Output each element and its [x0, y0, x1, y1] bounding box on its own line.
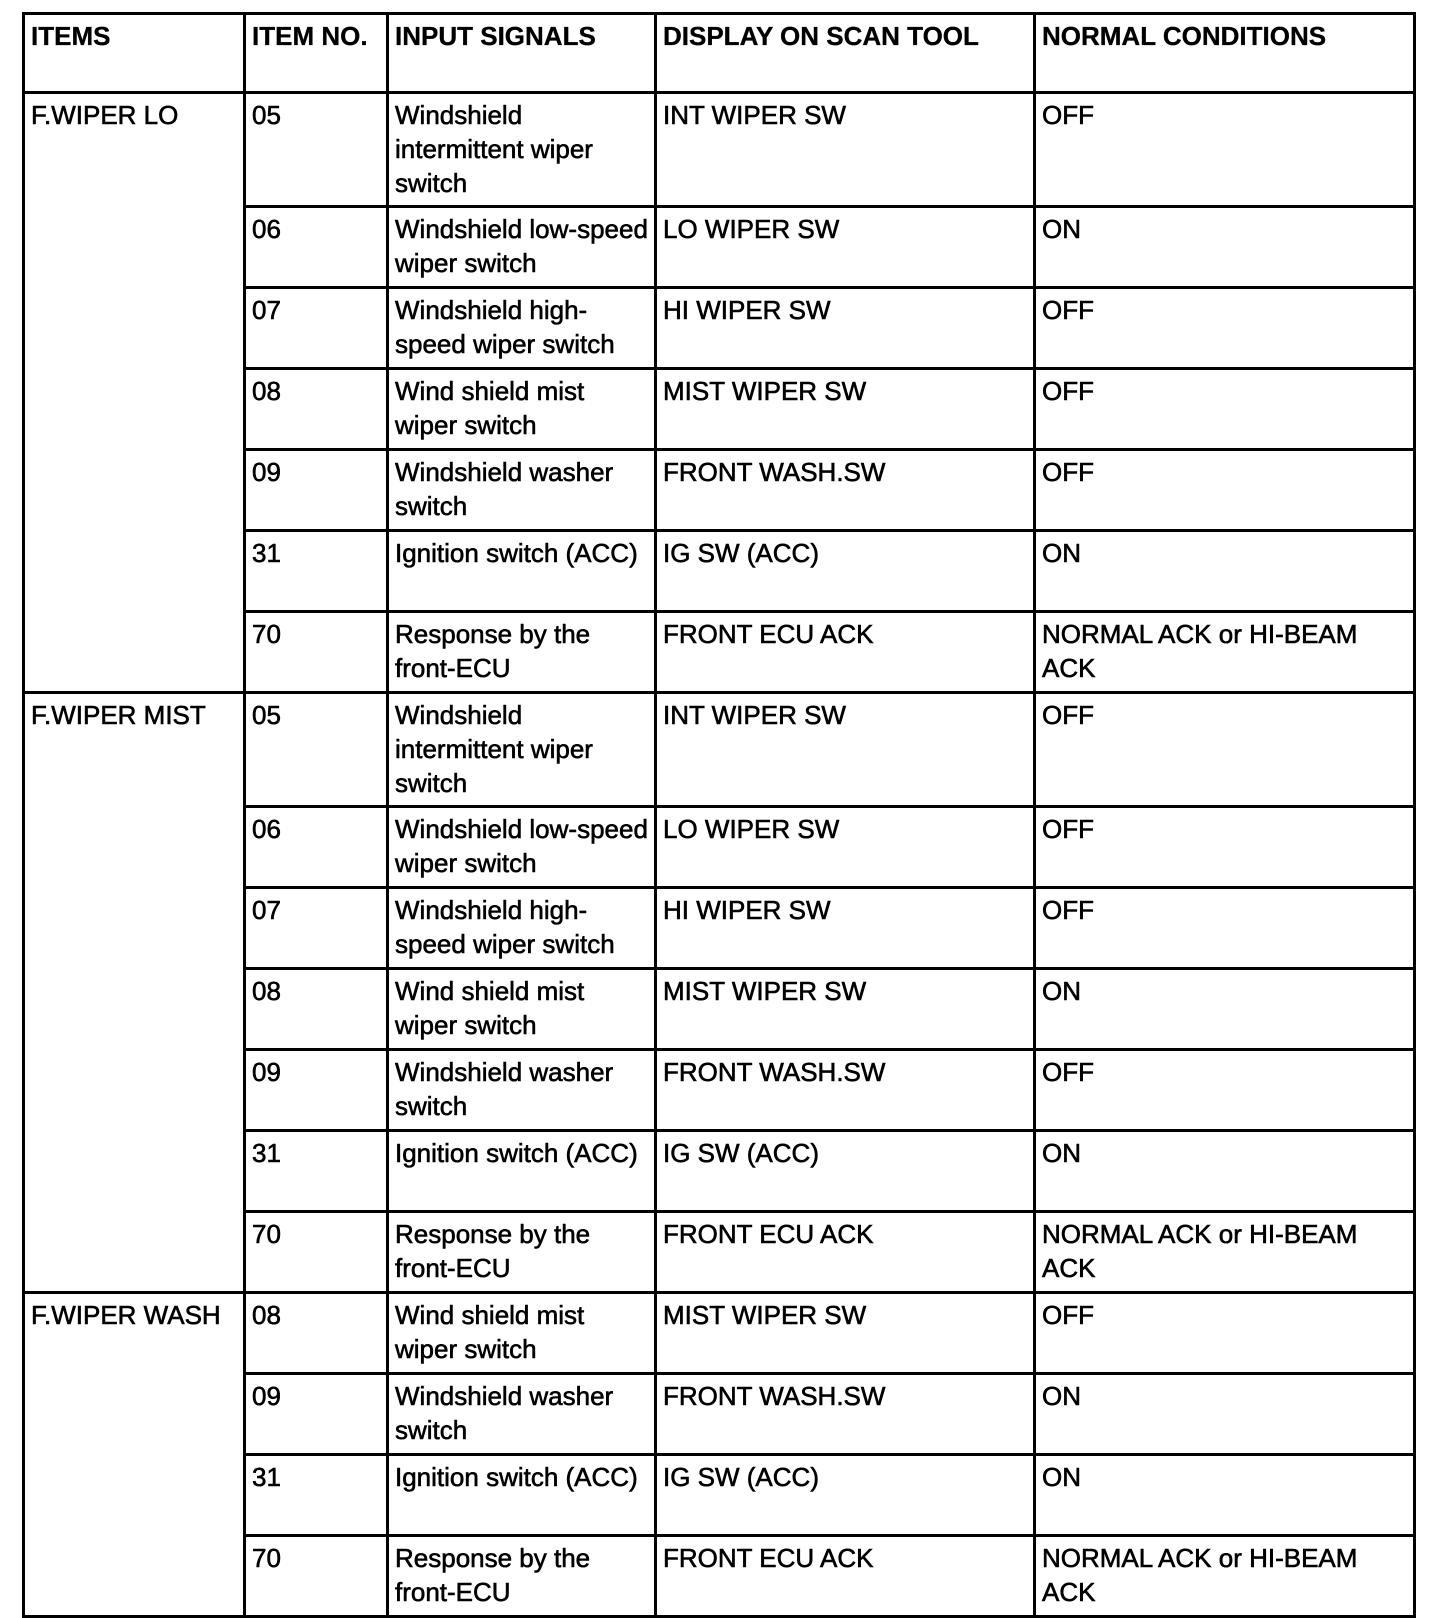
input-signal-cell: Ignition switch (ACC)	[386, 1129, 657, 1213]
table-row: 31 Ignition switch (ACC) IG SW (ACC) ON	[24, 1129, 1416, 1213]
input-signal-cell: Windshield high-speed wiper switch	[386, 286, 657, 370]
table-row: F.WIPER WASH 08 Wind shield mist wiper swi…	[22, 1291, 1416, 1618]
table-row: 08 Wind shield mist wiper switch MIST WIPE…	[24, 967, 1416, 1051]
display-cell: FRONT WASH.SW	[654, 448, 1036, 532]
normal-condition-cell: ON	[1033, 205, 1416, 289]
input-signal-cell: Windshield washer switch	[386, 1372, 657, 1456]
table-row: 70 Response by the front-ECU FRONT ECU ACK…	[24, 1210, 1416, 1294]
display-cell: INT WIPER SW	[654, 691, 1036, 808]
table-row: 07 Windshield high-speed wiper switch HI W…	[24, 286, 1416, 370]
item-cell: F.WIPER WASH	[22, 1291, 246, 1618]
table-row: 06 Windshield low-speed wiper switch LO WI…	[24, 205, 1416, 289]
display-cell: LO WIPER SW	[654, 805, 1036, 889]
item-no-cell: 31	[243, 529, 389, 613]
item-no-cell: 07	[243, 886, 389, 970]
table-row: 31 Ignition switch (ACC) IG SW (ACC) ON	[24, 1453, 1416, 1537]
display-cell: HI WIPER SW	[654, 286, 1036, 370]
table-row: 07 Windshield high-speed wiper switch HI W…	[24, 886, 1416, 970]
normal-condition-cell: OFF	[1033, 1048, 1416, 1132]
item-no-cell: 07	[243, 286, 389, 370]
normal-condition-cell: ON	[1033, 1129, 1416, 1213]
table-row: 06 Windshield low-speed wiper switch LO WI…	[24, 805, 1416, 889]
display-cell: IG SW (ACC)	[654, 1453, 1036, 1537]
header-input-signals: INPUT SIGNALS	[386, 12, 657, 94]
item-no-cell: 70	[243, 610, 389, 694]
display-cell: FRONT ECU ACK	[654, 1534, 1036, 1618]
input-signal-cell: Windshield intermittent wiper switch	[386, 691, 657, 808]
item-no-cell: 05	[243, 91, 389, 208]
item-no-cell: 05	[243, 691, 389, 808]
item-no-cell: 09	[243, 1372, 389, 1456]
table-row: 09 Windshield washer switch FRONT WASH.SW O…	[24, 448, 1416, 532]
display-cell: FRONT WASH.SW	[654, 1372, 1036, 1456]
normal-condition-cell: ON	[1033, 529, 1416, 613]
item-no-cell: 09	[243, 1048, 389, 1132]
input-signal-cell: Wind shield mist wiper switch	[386, 1291, 657, 1375]
input-signal-cell: Windshield high-speed wiper switch	[386, 886, 657, 970]
input-signal-cell: Wind shield mist wiper switch	[386, 367, 657, 451]
table-row: 70 Response by the front-ECU FRONT ECU ACK…	[24, 610, 1416, 694]
input-signal-cell: Windshield intermittent wiper switch	[386, 91, 657, 208]
display-cell: FRONT WASH.SW	[654, 1048, 1036, 1132]
header-item-no: ITEM NO.	[243, 12, 389, 94]
table-row: 31 Ignition switch (ACC) IG SW (ACC) ON	[24, 529, 1416, 613]
input-signal-cell: Windshield washer switch	[386, 1048, 657, 1132]
display-cell: IG SW (ACC)	[654, 529, 1036, 613]
input-signal-cell: Ignition switch (ACC)	[386, 1453, 657, 1537]
header-normal-conditions: NORMAL CONDITIONS	[1033, 12, 1416, 94]
normal-condition-cell: NORMAL ACK or HI-BEAM ACK	[1033, 1210, 1416, 1294]
input-signal-cell: Response by the front-ECU	[386, 1210, 657, 1294]
normal-condition-cell: ON	[1033, 967, 1416, 1051]
normal-condition-cell: OFF	[1033, 286, 1416, 370]
normal-condition-cell: OFF	[1033, 1291, 1416, 1375]
display-cell: LO WIPER SW	[654, 205, 1036, 289]
header-display: DISPLAY ON SCAN TOOL	[654, 12, 1036, 94]
input-signal-cell: Windshield low-speed wiper switch	[386, 205, 657, 289]
display-cell: HI WIPER SW	[654, 886, 1036, 970]
normal-condition-cell: OFF	[1033, 805, 1416, 889]
input-signal-cell: Ignition switch (ACC)	[386, 529, 657, 613]
input-signal-cell: Response by the front-ECU	[386, 610, 657, 694]
table-row: F.WIPER MIST 05 Windshield intermittent wi…	[22, 691, 1416, 1294]
input-signal-cell: Wind shield mist wiper switch	[386, 967, 657, 1051]
normal-condition-cell: ON	[1033, 1372, 1416, 1456]
item-no-cell: 06	[243, 205, 389, 289]
display-cell: FRONT ECU ACK	[654, 610, 1036, 694]
data-list-table: ITEMS ITEM NO. INPUT SIGNALS DISPLAY ON …	[22, 12, 1416, 1618]
display-cell: MIST WIPER SW	[654, 967, 1036, 1051]
item-no-cell: 08	[243, 367, 389, 451]
display-cell: MIST WIPER SW	[654, 367, 1036, 451]
item-no-cell: 08	[243, 967, 389, 1051]
display-cell: FRONT ECU ACK	[654, 1210, 1036, 1294]
header-items: ITEMS	[22, 12, 246, 94]
display-cell: MIST WIPER SW	[654, 1291, 1036, 1375]
header-row: ITEMS ITEM NO. INPUT SIGNALS DISPLAY ON …	[22, 12, 1416, 94]
normal-condition-cell: OFF	[1033, 886, 1416, 970]
display-cell: IG SW (ACC)	[654, 1129, 1036, 1213]
item-no-cell: 70	[243, 1210, 389, 1294]
item-cell: F.WIPER MIST	[22, 691, 246, 1294]
table-row: 09 Windshield washer switch FRONT WASH.SW O…	[24, 1048, 1416, 1132]
input-signal-cell: Windshield washer switch	[386, 448, 657, 532]
item-no-cell: 31	[243, 1129, 389, 1213]
normal-condition-cell: OFF	[1033, 91, 1416, 208]
item-cell: F.WIPER LO	[22, 91, 246, 694]
display-cell: INT WIPER SW	[654, 91, 1036, 208]
table-row: 08 Wind shield mist wiper switch MIST WIPE…	[24, 367, 1416, 451]
table-row: F.WIPER LO 05 Windshield intermittent wipe…	[22, 91, 1416, 694]
item-no-cell: 70	[243, 1534, 389, 1618]
item-no-cell: 31	[243, 1453, 389, 1537]
normal-condition-cell: NORMAL ACK or HI-BEAM ACK	[1033, 610, 1416, 694]
item-no-cell: 09	[243, 448, 389, 532]
normal-condition-cell: OFF	[1033, 448, 1416, 532]
item-no-cell: 08	[243, 1291, 389, 1375]
normal-condition-cell: OFF	[1033, 367, 1416, 451]
input-signal-cell: Windshield low-speed wiper switch	[386, 805, 657, 889]
input-signal-cell: Response by the front-ECU	[386, 1534, 657, 1618]
normal-condition-cell: OFF	[1033, 691, 1416, 808]
normal-condition-cell: ON	[1033, 1453, 1416, 1537]
item-no-cell: 06	[243, 805, 389, 889]
table-row: 09 Windshield washer switch FRONT WASH.SW O…	[24, 1372, 1416, 1456]
normal-condition-cell: NORMAL ACK or HI-BEAM ACK	[1033, 1534, 1416, 1618]
